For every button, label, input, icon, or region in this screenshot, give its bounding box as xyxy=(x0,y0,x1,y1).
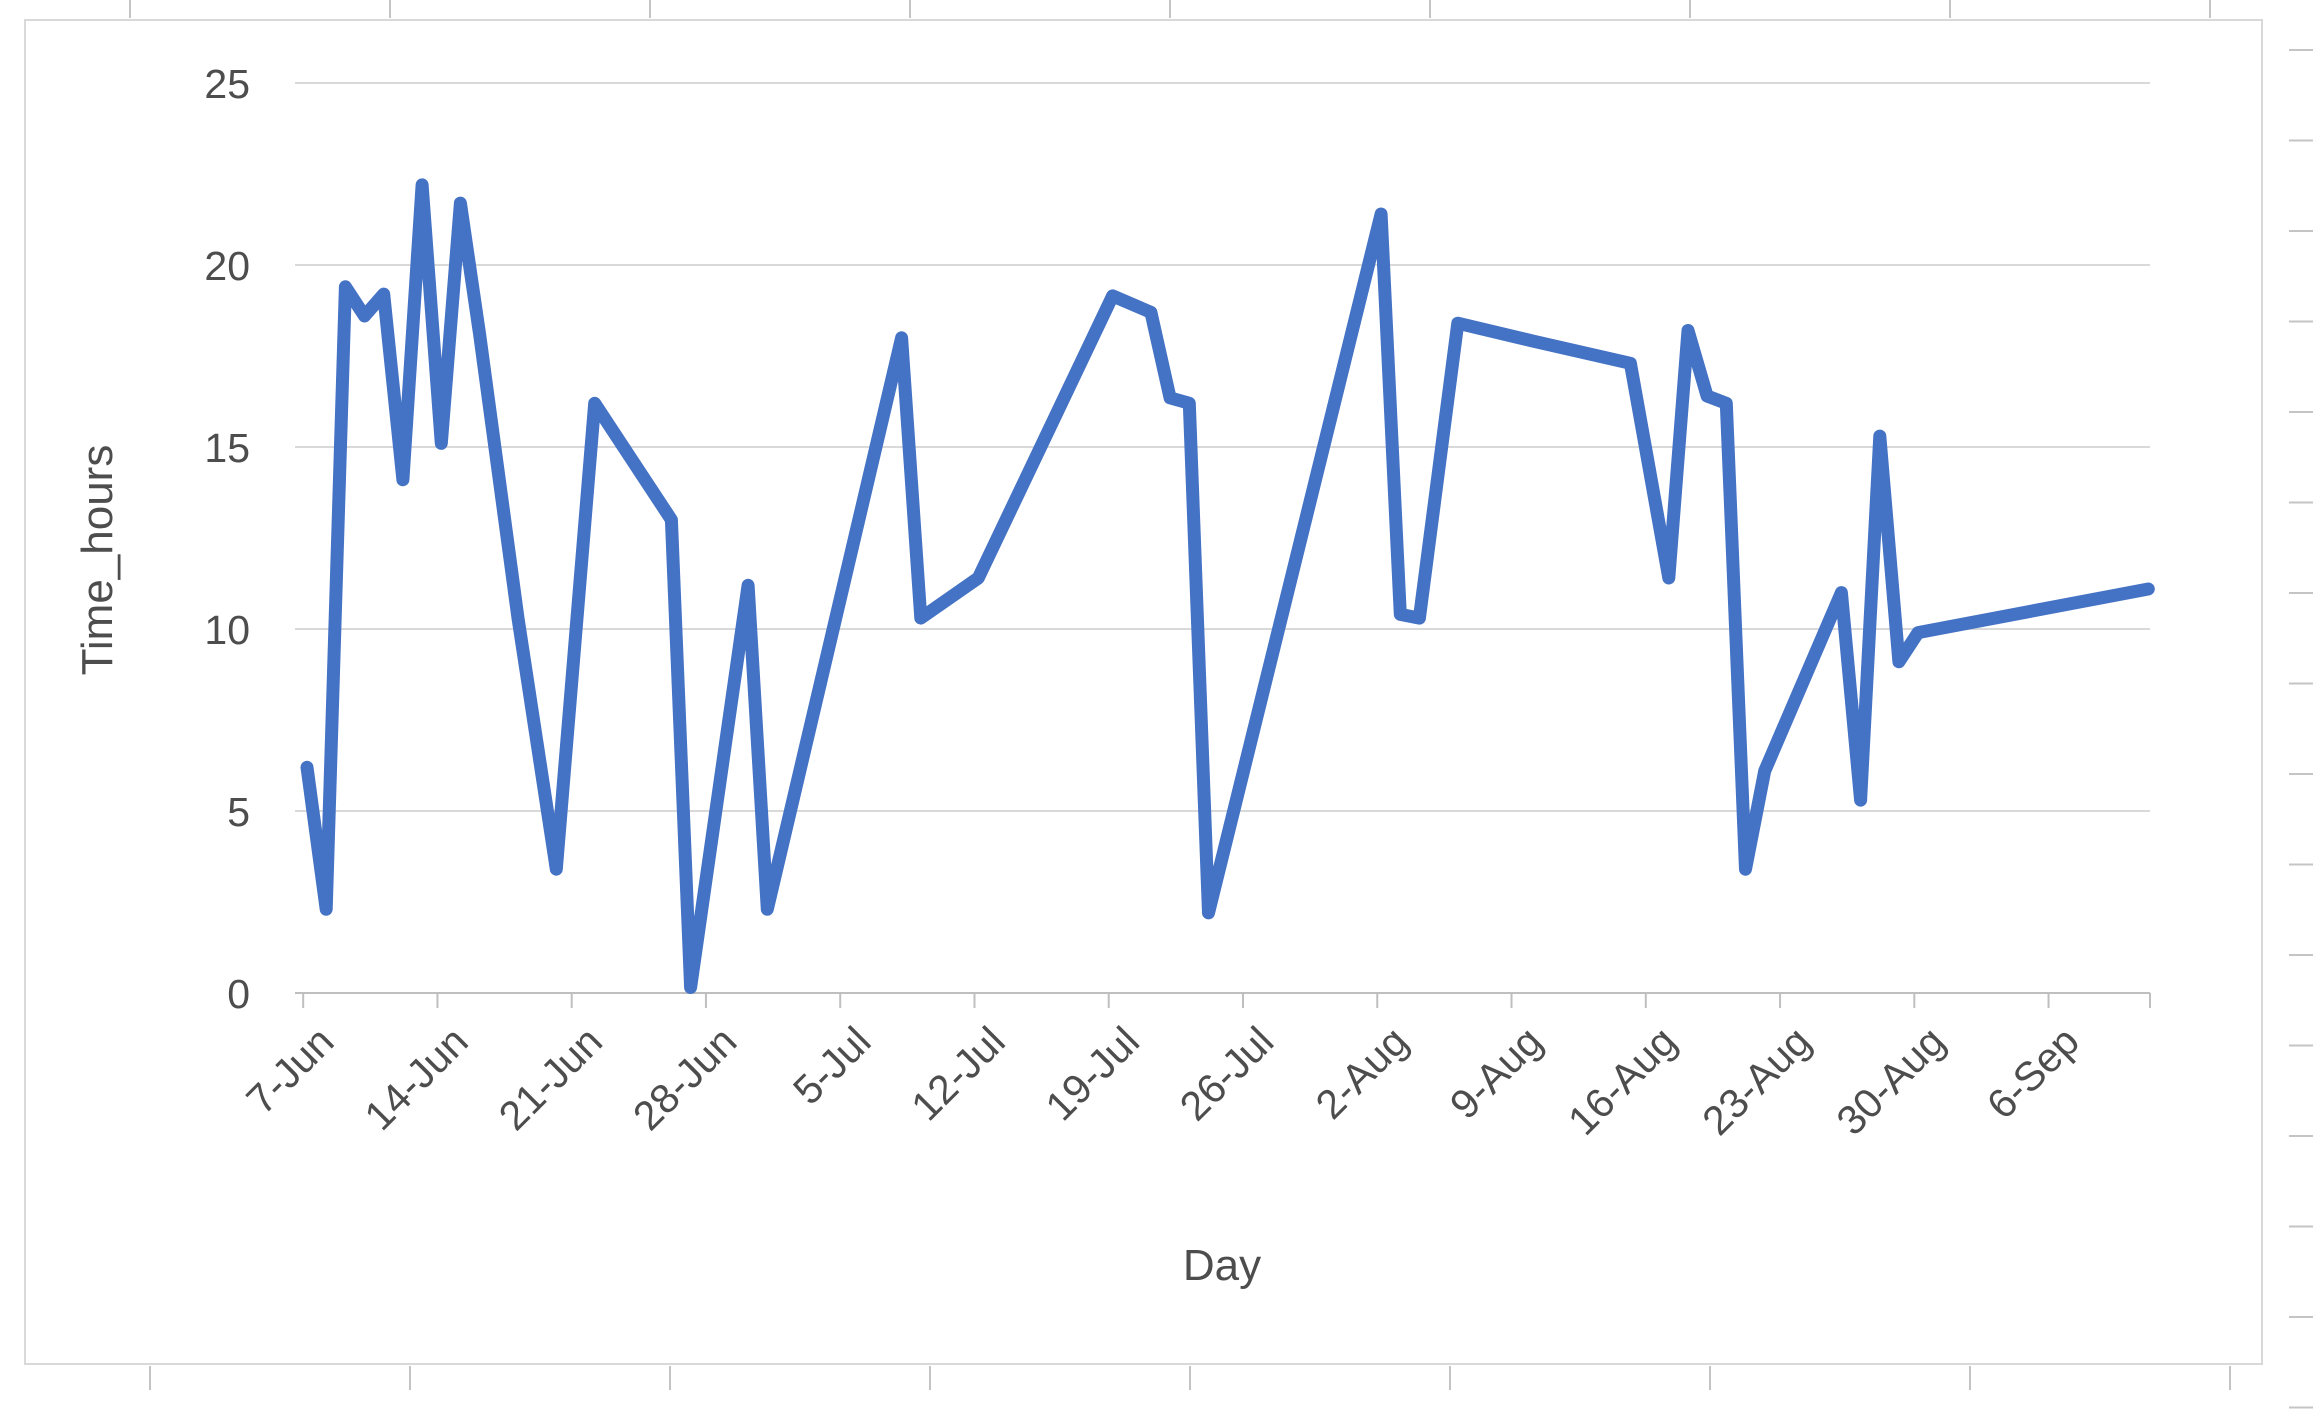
y-tick-label: 10 xyxy=(204,607,250,653)
y-tick-label: 25 xyxy=(204,61,250,107)
gridlines xyxy=(295,82,2150,994)
y-tick-label: 20 xyxy=(204,243,250,289)
y-tick-label: 15 xyxy=(204,425,250,471)
chart-area-border xyxy=(24,19,2263,1365)
y-axis-title: Time_hours xyxy=(73,445,122,676)
x-axis-title: Day xyxy=(1183,1241,1261,1290)
y-tick-label: 0 xyxy=(227,971,250,1017)
x-axis xyxy=(302,993,2151,1008)
spreadsheet-edge-ticks xyxy=(129,0,2313,1409)
series-line-time-hours xyxy=(300,178,2155,994)
y-tick-label: 5 xyxy=(227,789,250,835)
y-axis-tick-labels: 0 5 10 15 20 25 xyxy=(204,61,250,1017)
